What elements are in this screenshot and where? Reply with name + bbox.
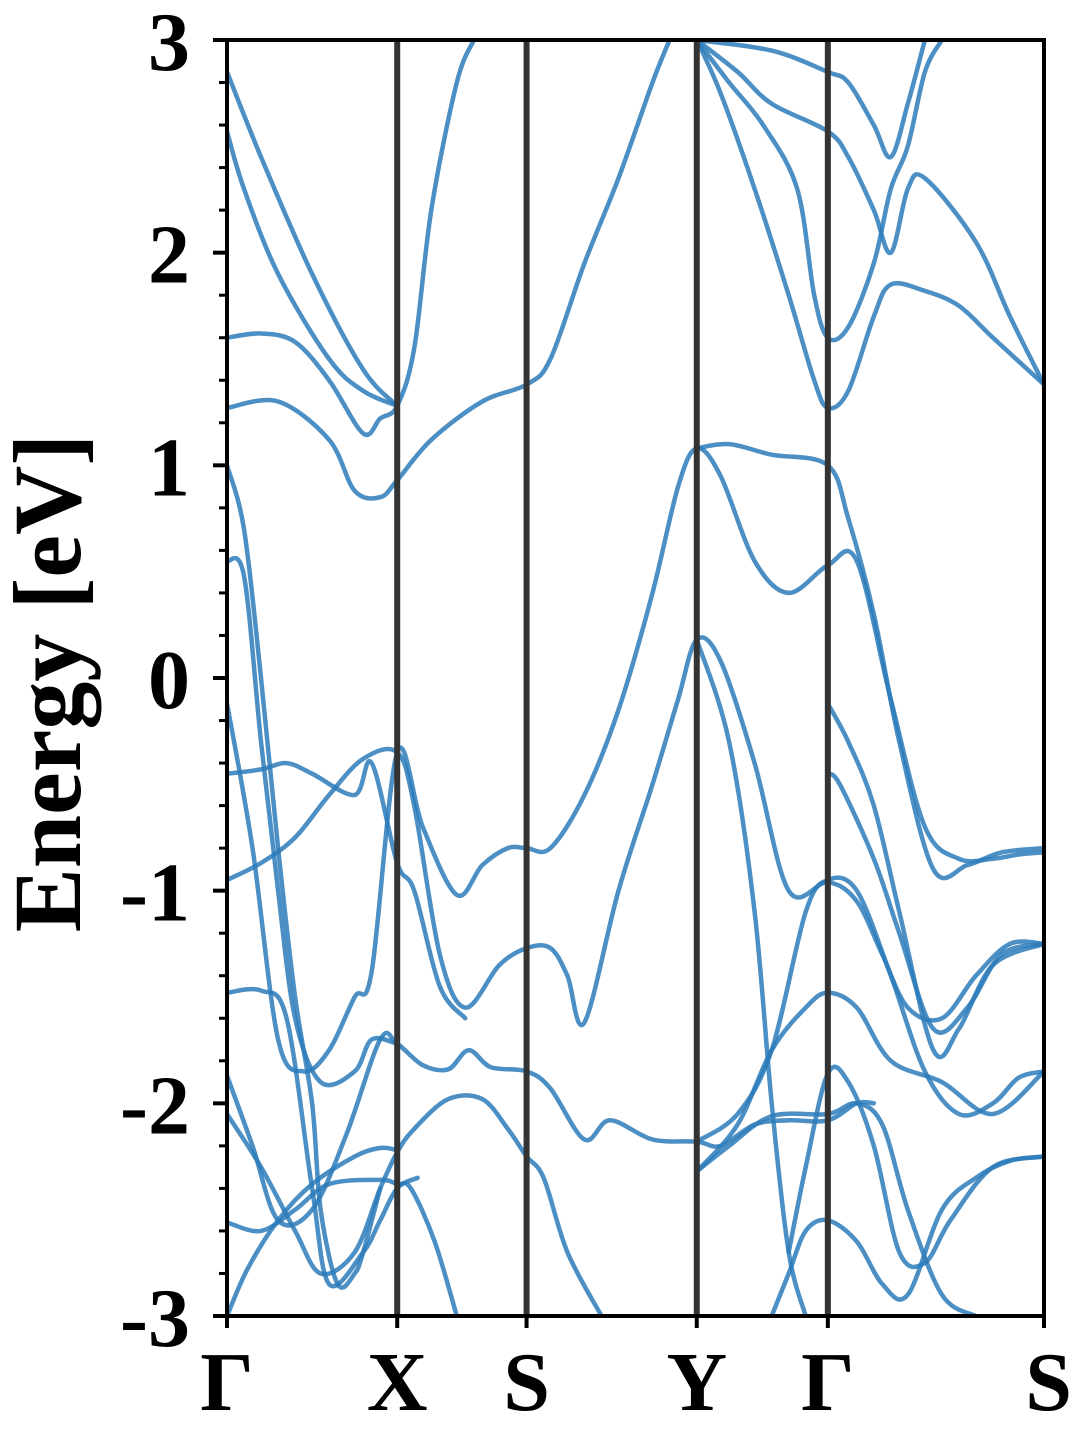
band-line-9 <box>227 555 400 1088</box>
x-tick-label-6: S <box>1025 1336 1072 1429</box>
band-line-24 <box>769 1154 1044 1316</box>
band-line-13 <box>227 129 400 409</box>
y-tick-label-7: -3 <box>120 1272 190 1365</box>
band-line-10 <box>227 463 383 1290</box>
band-line-20 <box>694 40 1044 411</box>
band-line-21 <box>694 40 945 343</box>
x-tick-label-5: Γ <box>801 1336 854 1429</box>
band-line-27 <box>825 701 1044 1060</box>
x-tick-label-4: Y <box>666 1336 727 1429</box>
band-line-3 <box>227 1093 604 1316</box>
y-tick-label-5: -1 <box>120 847 190 940</box>
x-tick-label-2: X <box>367 1336 428 1429</box>
y-tick-label-3: 1 <box>148 421 190 514</box>
y-tick-label-1: 3 <box>148 0 190 89</box>
y-axis-title: Energy [eV] <box>0 434 101 933</box>
band-line-16 <box>694 990 1044 1174</box>
band-line-11 <box>227 40 672 501</box>
x-tick-label-3: S <box>503 1336 550 1429</box>
band-line-4 <box>227 986 420 1289</box>
band-line-12 <box>227 40 477 438</box>
y-tick-label-4: 0 <box>148 634 190 727</box>
high-symmetry-lines <box>394 40 831 1316</box>
band-line-2 <box>227 1177 460 1316</box>
band-line-23 <box>694 40 928 160</box>
x-tick-label-1: Γ <box>200 1336 253 1429</box>
band-line-25 <box>786 1064 1044 1270</box>
y-tick-label-6: -2 <box>120 1059 190 1152</box>
band-line-14 <box>227 69 400 409</box>
y-axis-ticks: 3 2 1 0 -1 -2 -3 <box>120 0 227 1365</box>
band-line-19 <box>694 441 1044 881</box>
band-line-8 <box>227 758 468 1021</box>
band-line-17 <box>694 875 1044 1144</box>
band-lines <box>227 40 1044 1316</box>
band-line-22 <box>694 40 1044 387</box>
band-line-7 <box>227 445 1044 1074</box>
y-tick-label-2: 2 <box>148 209 190 302</box>
